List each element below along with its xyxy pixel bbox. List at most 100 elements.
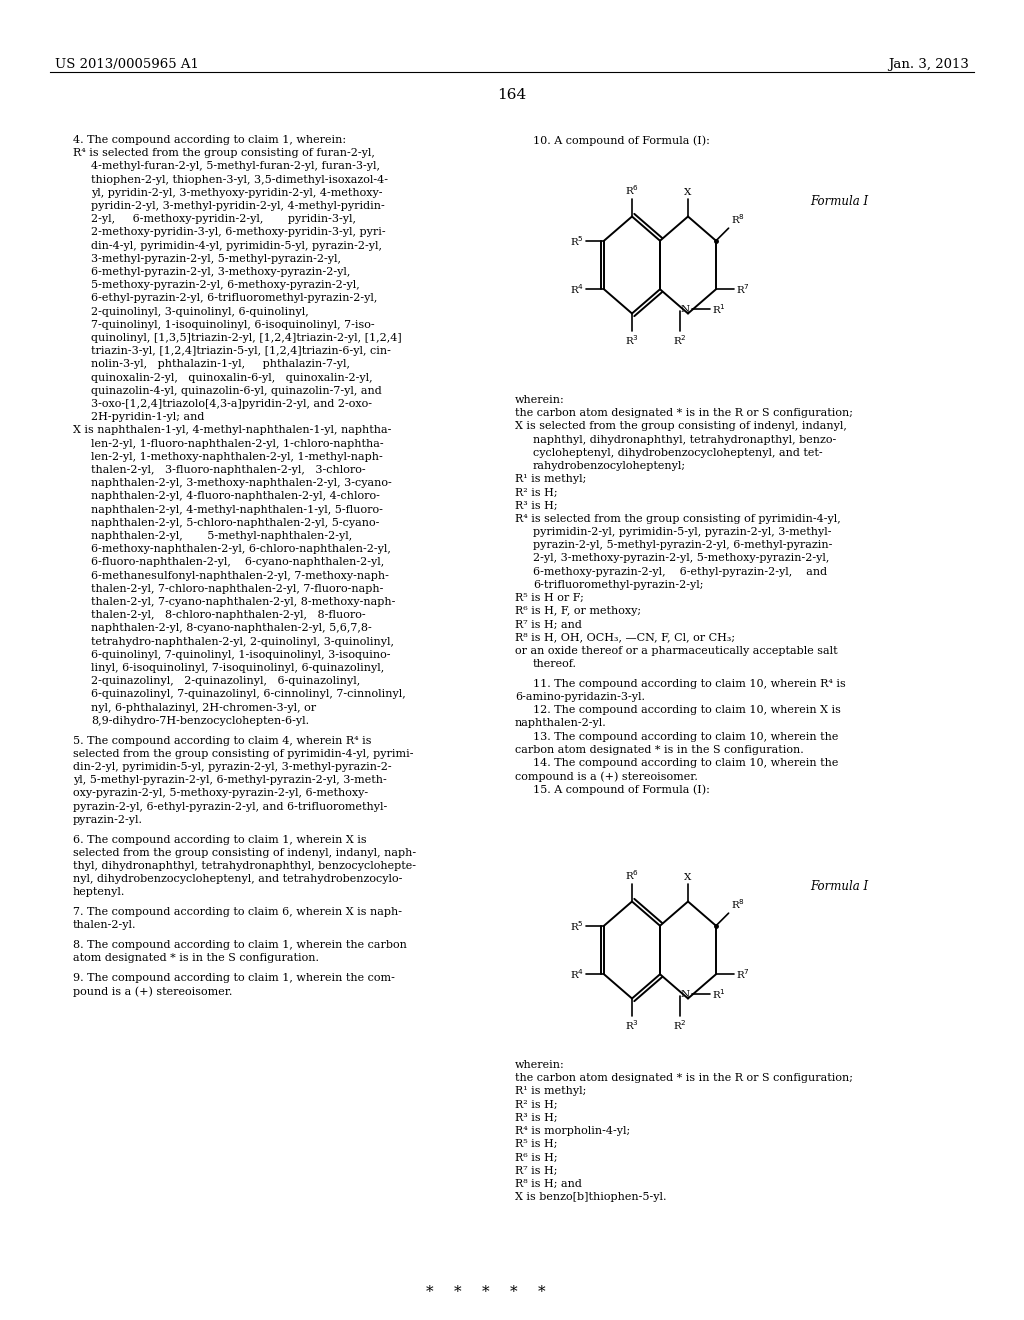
Text: 10. A compound of Formula (I):: 10. A compound of Formula (I): xyxy=(534,135,710,145)
Text: triazin-3-yl, [1,2,4]triazin-5-yl, [1,2,4]triazin-6-yl, cin-: triazin-3-yl, [1,2,4]triazin-5-yl, [1,2,… xyxy=(91,346,391,356)
Text: thalen-2-yl, 7-chloro-naphthalen-2-yl, 7-fluoro-naph-: thalen-2-yl, 7-chloro-naphthalen-2-yl, 7… xyxy=(91,583,383,594)
Text: 2-quinolinyl, 3-quinolinyl, 6-quinolinyl,: 2-quinolinyl, 3-quinolinyl, 6-quinolinyl… xyxy=(91,306,309,317)
Text: cycloheptenyl, dihydrobenzocycloheptenyl, and tet-: cycloheptenyl, dihydrobenzocycloheptenyl… xyxy=(534,447,822,458)
Text: pyrimidin-2-yl, pyrimidin-5-yl, pyrazin-2-yl, 3-methyl-: pyrimidin-2-yl, pyrimidin-5-yl, pyrazin-… xyxy=(534,527,831,537)
Text: nyl, 6-phthalazinyl, 2H-chromen-3-yl, or: nyl, 6-phthalazinyl, 2H-chromen-3-yl, or xyxy=(91,702,316,713)
Text: 6-methanesulfonyl-naphthalen-2-yl, 7-methoxy-naph-: 6-methanesulfonyl-naphthalen-2-yl, 7-met… xyxy=(91,570,389,581)
Text: *: * xyxy=(539,1284,546,1299)
Text: R⁴ is morpholin-4-yl;: R⁴ is morpholin-4-yl; xyxy=(515,1126,630,1137)
Text: R$^4$: R$^4$ xyxy=(570,282,584,296)
Text: 2-yl,     6-methoxy-pyridin-2-yl,       pyridin-3-yl,: 2-yl, 6-methoxy-pyridin-2-yl, pyridin-3-… xyxy=(91,214,356,224)
Text: R$^2$: R$^2$ xyxy=(673,1019,687,1032)
Text: R² is H;: R² is H; xyxy=(515,1100,558,1110)
Text: 9. The compound according to claim 1, wherein the com-: 9. The compound according to claim 1, wh… xyxy=(73,973,395,983)
Text: Formula I: Formula I xyxy=(810,880,868,894)
Text: heptenyl.: heptenyl. xyxy=(73,887,125,898)
Text: R$^1$: R$^1$ xyxy=(712,987,726,1002)
Text: thalen-2-yl,   8-chloro-naphthalen-2-yl,   8-fluoro-: thalen-2-yl, 8-chloro-naphthalen-2-yl, 8… xyxy=(91,610,366,620)
Text: rahydrobenzocyloheptenyl;: rahydrobenzocyloheptenyl; xyxy=(534,461,686,471)
Text: R⁵ is H or F;: R⁵ is H or F; xyxy=(515,593,584,603)
Text: X is naphthalen-1-yl, 4-methyl-naphthalen-1-yl, naphtha-: X is naphthalen-1-yl, 4-methyl-naphthale… xyxy=(73,425,391,436)
Text: R$^8$: R$^8$ xyxy=(730,213,744,226)
Text: or an oxide thereof or a pharmaceutically acceptable salt: or an oxide thereof or a pharmaceuticall… xyxy=(515,645,838,656)
Text: nyl, dihydrobenzocycloheptenyl, and tetrahydrobenzocylo-: nyl, dihydrobenzocycloheptenyl, and tetr… xyxy=(73,874,402,884)
Text: N: N xyxy=(680,305,689,314)
Text: selected from the group consisting of pyrimidin-4-yl, pyrimi-: selected from the group consisting of py… xyxy=(73,748,414,759)
Text: R⁶ is H;: R⁶ is H; xyxy=(515,1152,558,1163)
Text: R$^2$: R$^2$ xyxy=(673,334,687,347)
Text: pound is a (+) stereoisomer.: pound is a (+) stereoisomer. xyxy=(73,986,232,997)
Text: 6-methoxy-pyrazin-2-yl,    6-ethyl-pyrazin-2-yl,    and: 6-methoxy-pyrazin-2-yl, 6-ethyl-pyrazin-… xyxy=(534,566,827,577)
Text: R$^5$: R$^5$ xyxy=(570,234,584,248)
Text: the carbon atom designated * is in the R or S configuration;: the carbon atom designated * is in the R… xyxy=(515,408,853,418)
Text: wherein:: wherein: xyxy=(515,395,565,405)
Text: R$^6$: R$^6$ xyxy=(625,867,639,882)
Text: *: * xyxy=(482,1284,489,1299)
Text: 15. A compound of Formula (I):: 15. A compound of Formula (I): xyxy=(534,784,710,795)
Text: R⁴ is selected from the group consisting of pyrimidin-4-yl,: R⁴ is selected from the group consisting… xyxy=(515,513,841,524)
Text: naphthalen-2-yl,       5-methyl-naphthalen-2-yl,: naphthalen-2-yl, 5-methyl-naphthalen-2-y… xyxy=(91,531,352,541)
Text: 13. The compound according to claim 10, wherein the: 13. The compound according to claim 10, … xyxy=(534,731,839,742)
Text: US 2013/0005965 A1: US 2013/0005965 A1 xyxy=(55,58,199,71)
Text: len-2-yl, 1-fluoro-naphthalen-2-yl, 1-chloro-naphtha-: len-2-yl, 1-fluoro-naphthalen-2-yl, 1-ch… xyxy=(91,438,384,449)
Text: R$^3$: R$^3$ xyxy=(625,334,639,347)
Text: 4. The compound according to claim 1, wherein:: 4. The compound according to claim 1, wh… xyxy=(73,135,346,145)
Text: selected from the group consisting of indenyl, indanyl, naph-: selected from the group consisting of in… xyxy=(73,847,416,858)
Text: 8,9-dihydro-7H-benzocyclohepten-6-yl.: 8,9-dihydro-7H-benzocyclohepten-6-yl. xyxy=(91,715,309,726)
Text: R$^8$: R$^8$ xyxy=(730,898,744,911)
Text: 2H-pyridin-1-yl; and: 2H-pyridin-1-yl; and xyxy=(91,412,205,422)
Text: 14. The compound according to claim 10, wherein the: 14. The compound according to claim 10, … xyxy=(534,758,839,768)
Text: 4-methyl-furan-2-yl, 5-methyl-furan-2-yl, furan-3-yl,: 4-methyl-furan-2-yl, 5-methyl-furan-2-yl… xyxy=(91,161,380,172)
Text: R² is H;: R² is H; xyxy=(515,487,558,498)
Text: R⁸ is H; and: R⁸ is H; and xyxy=(515,1179,582,1189)
Text: naphthalen-2-yl, 5-chloro-naphthalen-2-yl, 5-cyano-: naphthalen-2-yl, 5-chloro-naphthalen-2-y… xyxy=(91,517,379,528)
Text: *: * xyxy=(426,1284,434,1299)
Text: R³ is H;: R³ is H; xyxy=(515,500,558,511)
Text: R⁸ is H, OH, OCH₃, —CN, F, Cl, or CH₃;: R⁸ is H, OH, OCH₃, —CN, F, Cl, or CH₃; xyxy=(515,632,735,643)
Text: *: * xyxy=(510,1284,518,1299)
Text: 6. The compound according to claim 1, wherein X is: 6. The compound according to claim 1, wh… xyxy=(73,834,367,845)
Text: 3-oxo-[1,2,4]triazolo[4,3-a]pyridin-2-yl, and 2-oxo-: 3-oxo-[1,2,4]triazolo[4,3-a]pyridin-2-yl… xyxy=(91,399,372,409)
Text: naphthalen-2-yl.: naphthalen-2-yl. xyxy=(515,718,607,729)
Text: thereof.: thereof. xyxy=(534,659,577,669)
Text: 12. The compound according to claim 10, wherein X is: 12. The compound according to claim 10, … xyxy=(534,705,841,715)
Text: R¹ is methyl;: R¹ is methyl; xyxy=(515,474,587,484)
Text: R$^5$: R$^5$ xyxy=(570,919,584,933)
Text: 7-quinolinyl, 1-isoquinolinyl, 6-isoquinolinyl, 7-iso-: 7-quinolinyl, 1-isoquinolinyl, 6-isoquin… xyxy=(91,319,375,330)
Text: compound is a (+) stereoisomer.: compound is a (+) stereoisomer. xyxy=(515,771,698,781)
Text: N: N xyxy=(680,990,689,999)
Text: 6-ethyl-pyrazin-2-yl, 6-trifluoromethyl-pyrazin-2-yl,: 6-ethyl-pyrazin-2-yl, 6-trifluoromethyl-… xyxy=(91,293,378,304)
Text: len-2-yl, 1-methoxy-naphthalen-2-yl, 1-methyl-naph-: len-2-yl, 1-methoxy-naphthalen-2-yl, 1-m… xyxy=(91,451,383,462)
Text: the carbon atom designated * is in the R or S configuration;: the carbon atom designated * is in the R… xyxy=(515,1073,853,1084)
Text: 6-trifluoromethyl-pyrazin-2-yl;: 6-trifluoromethyl-pyrazin-2-yl; xyxy=(534,579,703,590)
Text: pyridin-2-yl, 3-methyl-pyridin-2-yl, 4-methyl-pyridin-: pyridin-2-yl, 3-methyl-pyridin-2-yl, 4-m… xyxy=(91,201,385,211)
Text: R³ is H;: R³ is H; xyxy=(515,1113,558,1123)
Text: 6-quinazolinyl, 7-quinazolinyl, 6-cinnolinyl, 7-cinnolinyl,: 6-quinazolinyl, 7-quinazolinyl, 6-cinnol… xyxy=(91,689,406,700)
Text: 5-methoxy-pyrazin-2-yl, 6-methoxy-pyrazin-2-yl,: 5-methoxy-pyrazin-2-yl, 6-methoxy-pyrazi… xyxy=(91,280,359,290)
Text: yl, pyridin-2-yl, 3-methyoxy-pyridin-2-yl, 4-methoxy-: yl, pyridin-2-yl, 3-methyoxy-pyridin-2-y… xyxy=(91,187,383,198)
Text: naphthalen-2-yl, 4-fluoro-naphthalen-2-yl, 4-chloro-: naphthalen-2-yl, 4-fluoro-naphthalen-2-y… xyxy=(91,491,380,502)
Text: R$^3$: R$^3$ xyxy=(625,1019,639,1032)
Text: R⁵ is H;: R⁵ is H; xyxy=(515,1139,557,1150)
Text: 5. The compound according to claim 4, wherein R⁴ is: 5. The compound according to claim 4, wh… xyxy=(73,735,372,746)
Text: Formula I: Formula I xyxy=(810,195,868,209)
Text: oxy-pyrazin-2-yl, 5-methoxy-pyrazin-2-yl, 6-methoxy-: oxy-pyrazin-2-yl, 5-methoxy-pyrazin-2-yl… xyxy=(73,788,368,799)
Text: 164: 164 xyxy=(498,88,526,102)
Text: 3-methyl-pyrazin-2-yl, 5-methyl-pyrazin-2-yl,: 3-methyl-pyrazin-2-yl, 5-methyl-pyrazin-… xyxy=(91,253,341,264)
Text: X is benzo[b]thiophen-5-yl.: X is benzo[b]thiophen-5-yl. xyxy=(515,1192,667,1203)
Text: 8. The compound according to claim 1, wherein the carbon: 8. The compound according to claim 1, wh… xyxy=(73,940,407,950)
Text: quinoxalin-2-yl,   quinoxalin-6-yl,   quinoxalin-2-yl,: quinoxalin-2-yl, quinoxalin-6-yl, quinox… xyxy=(91,372,373,383)
Text: R$^6$: R$^6$ xyxy=(625,182,639,197)
Text: wherein:: wherein: xyxy=(515,1060,565,1071)
Text: din-4-yl, pyrimidin-4-yl, pyrimidin-5-yl, pyrazin-2-yl,: din-4-yl, pyrimidin-4-yl, pyrimidin-5-yl… xyxy=(91,240,382,251)
Text: 6-methoxy-naphthalen-2-yl, 6-chloro-naphthalen-2-yl,: 6-methoxy-naphthalen-2-yl, 6-chloro-naph… xyxy=(91,544,391,554)
Text: 11. The compound according to claim 10, wherein R⁴ is: 11. The compound according to claim 10, … xyxy=(534,678,846,689)
Text: naphthalen-2-yl, 8-cyano-naphthalen-2-yl, 5,6,7,8-: naphthalen-2-yl, 8-cyano-naphthalen-2-yl… xyxy=(91,623,372,634)
Text: naphthalen-2-yl, 4-methyl-naphthalen-1-yl, 5-fluoro-: naphthalen-2-yl, 4-methyl-naphthalen-1-y… xyxy=(91,504,383,515)
Text: 7. The compound according to claim 6, wherein X is naph-: 7. The compound according to claim 6, wh… xyxy=(73,907,402,917)
Text: X is selected from the group consisting of indenyl, indanyl,: X is selected from the group consisting … xyxy=(515,421,847,432)
Text: *: * xyxy=(455,1284,462,1299)
Text: R⁴ is selected from the group consisting of furan-2-yl,: R⁴ is selected from the group consisting… xyxy=(73,148,375,158)
Text: quinolinyl, [1,3,5]triazin-2-yl, [1,2,4]triazin-2-yl, [1,2,4]: quinolinyl, [1,3,5]triazin-2-yl, [1,2,4]… xyxy=(91,333,401,343)
Text: naphthyl, dihydronaphthyl, tetrahydronapthyl, benzo-: naphthyl, dihydronaphthyl, tetrahydronap… xyxy=(534,434,837,445)
